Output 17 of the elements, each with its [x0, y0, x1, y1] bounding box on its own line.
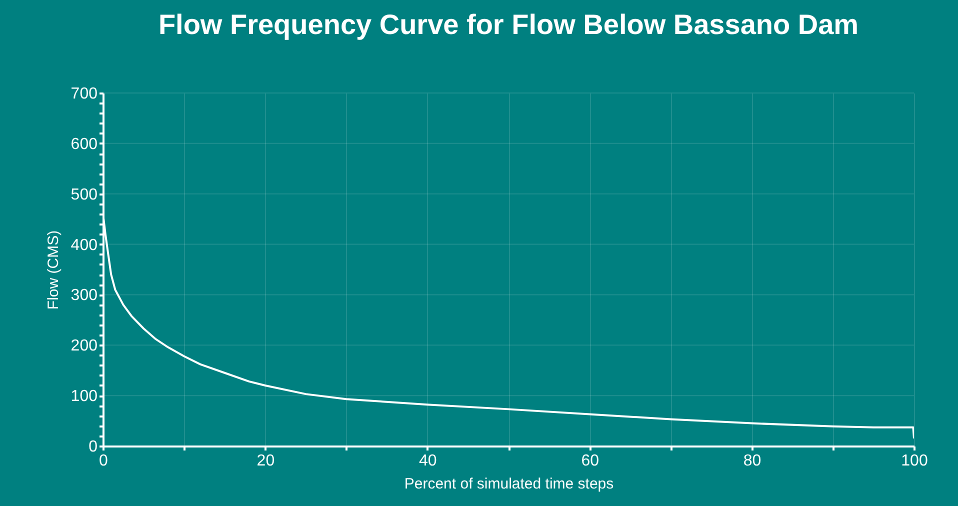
x-tick-label: 40	[419, 452, 437, 470]
chart-title: Flow Frequency Curve for Flow Below Bassano Dam	[158, 9, 859, 40]
y-tick-label: 700	[70, 86, 98, 102]
y-tick-label: 400	[70, 236, 98, 254]
x-tick-label: 100	[901, 452, 928, 470]
y-tick-label: 600	[70, 136, 98, 153]
y-tick-label: 200	[70, 338, 98, 355]
x-tick-label: 0	[99, 452, 108, 470]
y-tick-label: 500	[70, 186, 98, 204]
x-tick-label: 60	[581, 452, 600, 470]
x-tick-label: 80	[743, 452, 762, 470]
y-axis-title: Flow (CMS)	[44, 230, 62, 310]
y-tick-label: 300	[70, 287, 98, 304]
y-tick-label: 100	[70, 388, 98, 406]
x-tick-label: 20	[256, 452, 275, 470]
y-tick-label: 0	[88, 438, 98, 456]
x-axis-title: Percent of simulated time steps	[404, 476, 614, 492]
